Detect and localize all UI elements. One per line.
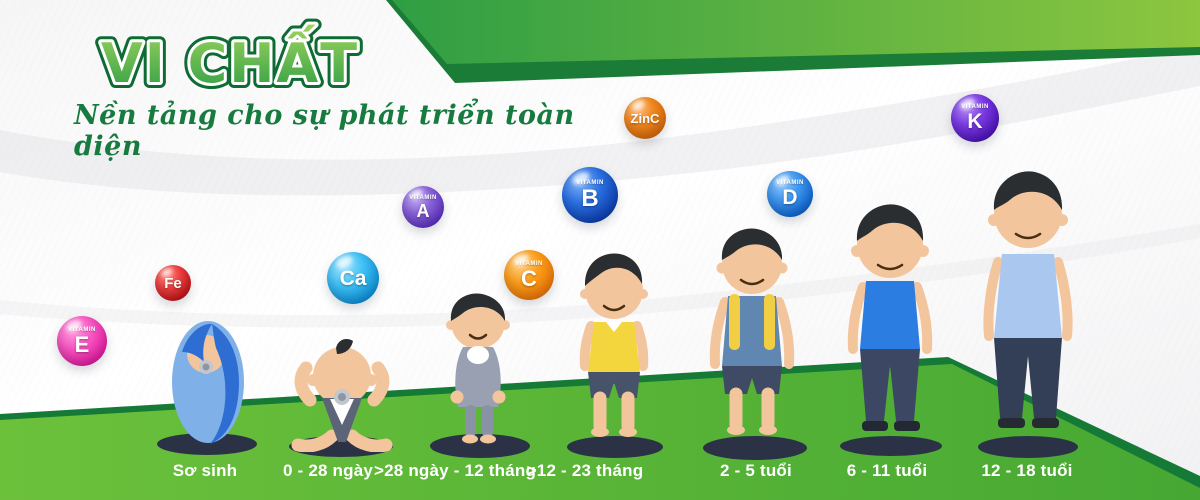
stage-label-newborn: Sơ sinh <box>172 461 238 480</box>
figure-shadow <box>840 436 942 456</box>
title-fill: VI CHẤT <box>101 25 359 95</box>
vitamin-letter: E <box>74 331 90 357</box>
stage-label-12-18-years: 12 - 18 tuổi <box>981 461 1073 480</box>
vitamin-label-small: VITAMIN <box>409 194 437 201</box>
stage-label-28d-12m: >28 ngày - 12 tháng <box>373 461 537 480</box>
stage-label-2-5-years: 2 - 5 tuổi <box>720 461 792 480</box>
vitamin-label-small: VITAMIN <box>576 179 604 186</box>
vitamin-letter: B <box>581 184 599 212</box>
vitamin-d-ball: VITAMIN D <box>767 171 813 217</box>
iron-fe-ball: Fe <box>155 265 191 301</box>
vitamin-a-ball: VITAMIN A <box>402 186 444 228</box>
vitamin-letter: Ca <box>339 266 367 290</box>
vitamin-c-ball: VITAMIN C <box>504 250 554 300</box>
title-outline-dark: VI CHẤT <box>101 25 359 95</box>
stage-label-6-11-years: 6 - 11 tuổi <box>846 461 928 480</box>
vitamin-label-small: VITAMIN <box>68 326 96 333</box>
vitamin-letter: Fe <box>164 274 182 292</box>
preschooler-with-backpack-figure <box>709 228 795 435</box>
vitamin-letter: A <box>416 200 430 221</box>
figure-shadow <box>703 436 807 460</box>
vitamin-letter: C <box>521 265 537 291</box>
figure-shadow <box>567 436 663 458</box>
school-age-child-figure <box>847 204 933 431</box>
sitting-baby-figure <box>291 339 393 452</box>
vitamin-label-small: VITAMIN <box>776 180 804 186</box>
swaddled-newborn-figure <box>172 321 244 444</box>
young-child-figure <box>579 253 649 437</box>
figure-shadow <box>157 433 257 455</box>
figure-shadow <box>978 436 1078 458</box>
teenager-figure <box>983 171 1073 428</box>
banner-title: VI CHẤT VI CHẤT VI CHẤT <box>95 19 363 101</box>
vitamin-label-small: VITAMIN <box>515 260 543 267</box>
title-outline-white: VI CHẤT <box>101 25 359 95</box>
top-green-ribbon <box>386 0 1200 83</box>
vitamin-letter: D <box>782 186 798 209</box>
vitamin-b-ball: VITAMIN B <box>562 167 618 223</box>
figure-shadow <box>430 434 530 458</box>
calcium-ca-ball: Ca <box>327 252 379 304</box>
zinc-ball: ZinC <box>624 97 666 139</box>
stage-label-12-23-months: >12 - 23 tháng <box>526 461 644 480</box>
standing-toddler-figure <box>446 293 510 444</box>
vitamin-label-small: VITAMIN <box>961 104 989 110</box>
banner-subtitle: Nền tảng cho sự phát triển toàn diện <box>74 100 575 162</box>
vitamin-e-ball: VITAMIN E <box>57 316 107 366</box>
vitamin-letter: ZinC <box>630 110 660 126</box>
vitamin-letter: K <box>967 110 983 133</box>
stage-label-0-28-days: 0 - 28 ngày <box>282 461 374 480</box>
vitamin-k-ball: VITAMIN K <box>951 94 999 142</box>
